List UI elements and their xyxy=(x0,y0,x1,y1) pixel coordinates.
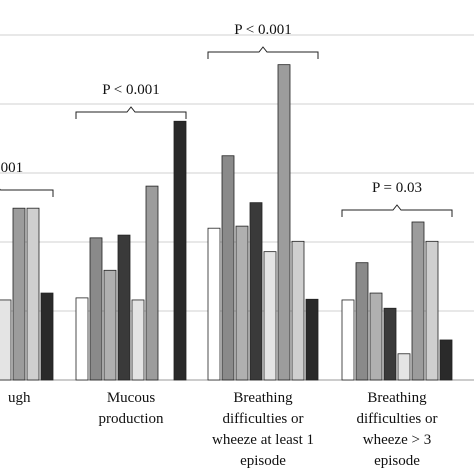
x-tick-label: Breathing difficulties or wheeze > 3 epi… xyxy=(356,390,438,469)
bar xyxy=(40,292,54,381)
x-tick-label: Breathing difficulties or wheeze at leas… xyxy=(211,390,315,469)
bar xyxy=(75,297,89,381)
bar xyxy=(131,299,145,381)
bracket xyxy=(341,204,453,217)
bar xyxy=(12,207,26,381)
bar xyxy=(305,298,319,381)
bar xyxy=(341,299,355,381)
bar xyxy=(249,202,263,381)
bar xyxy=(235,225,249,381)
bar xyxy=(0,299,12,381)
annotation: P < 0.001 xyxy=(234,22,292,38)
bar xyxy=(117,234,131,381)
bracket xyxy=(75,106,187,119)
bar xyxy=(263,251,277,381)
bar xyxy=(103,269,117,381)
bar xyxy=(221,155,235,381)
bar xyxy=(369,292,383,381)
bracket xyxy=(207,46,319,59)
bar xyxy=(383,307,397,381)
bar xyxy=(277,64,291,381)
bar xyxy=(173,120,187,381)
bracket xyxy=(0,188,54,197)
bar xyxy=(291,240,305,381)
x-tick-label: Mucous production xyxy=(98,390,164,427)
bar xyxy=(145,185,159,381)
bar xyxy=(411,221,425,381)
annotation: P = 0.03 xyxy=(372,180,422,196)
annotation: .001 xyxy=(0,160,24,176)
bar xyxy=(439,339,453,381)
bar xyxy=(425,240,439,381)
x-tick-label: ugh xyxy=(8,390,31,406)
bar xyxy=(207,227,221,381)
bar xyxy=(89,237,103,381)
bar xyxy=(355,262,369,381)
annotation: P < 0.001 xyxy=(102,82,160,98)
bar xyxy=(26,207,40,381)
bar xyxy=(397,353,411,381)
